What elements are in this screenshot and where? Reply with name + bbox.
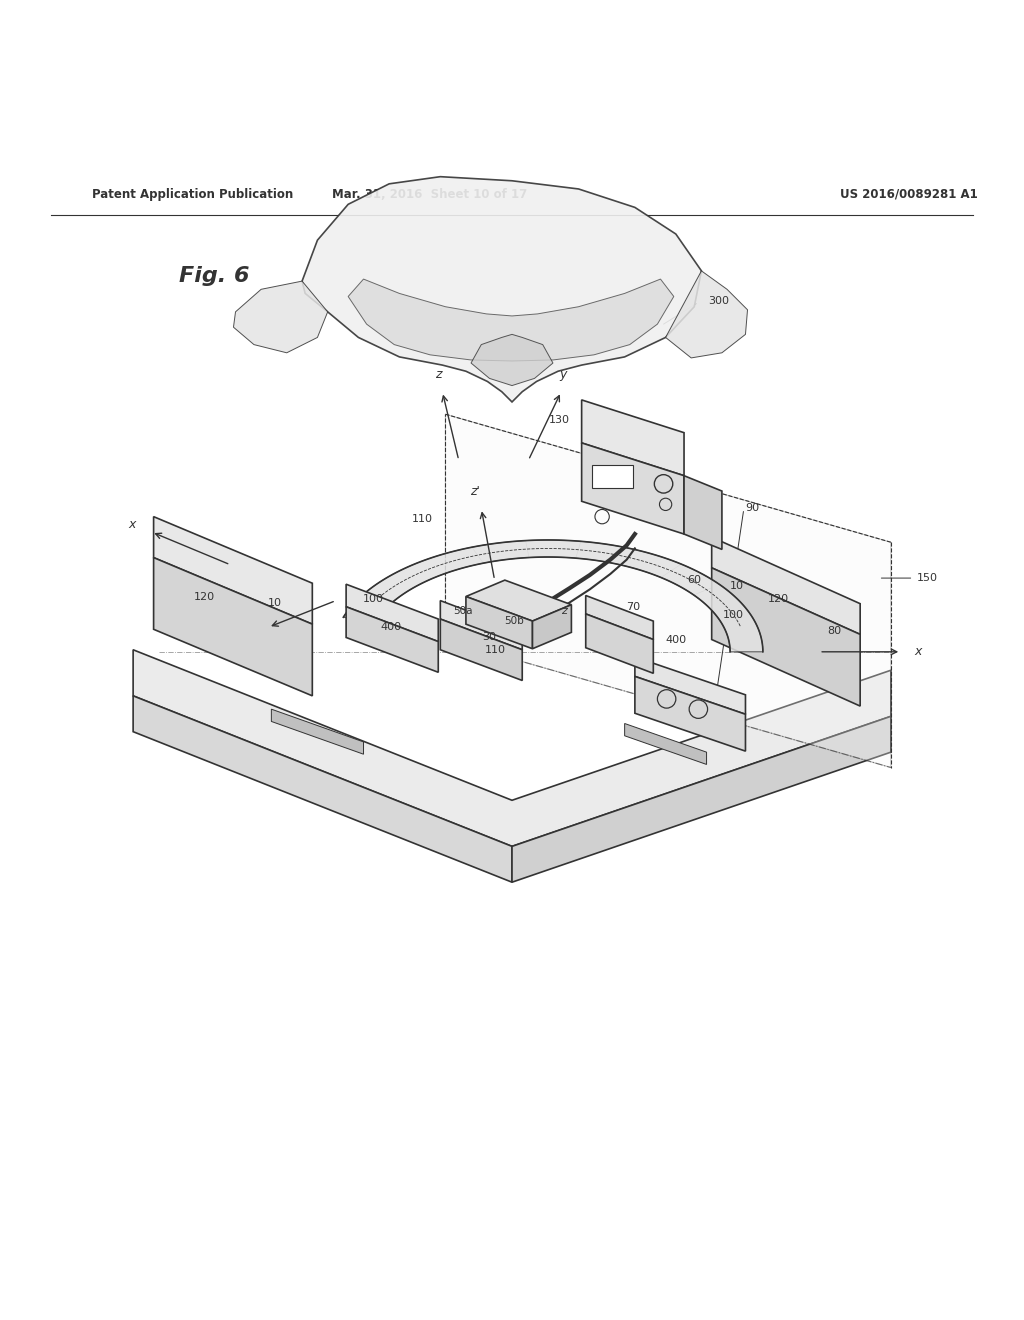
Text: 120: 120 — [768, 594, 790, 603]
Text: 10: 10 — [267, 598, 282, 607]
Text: Fig. 6: Fig. 6 — [179, 267, 250, 286]
Text: 120: 120 — [195, 591, 215, 602]
Polygon shape — [445, 414, 891, 767]
Text: 300: 300 — [709, 296, 730, 305]
Polygon shape — [586, 614, 653, 673]
Bar — [592, 466, 633, 488]
Polygon shape — [440, 601, 522, 649]
Polygon shape — [582, 444, 684, 535]
Text: Mar. 31, 2016  Sheet 10 of 17: Mar. 31, 2016 Sheet 10 of 17 — [333, 187, 527, 201]
Polygon shape — [440, 619, 522, 681]
Polygon shape — [346, 607, 438, 672]
Text: x: x — [129, 519, 136, 532]
Polygon shape — [635, 676, 745, 751]
Polygon shape — [271, 709, 364, 754]
Polygon shape — [133, 649, 891, 846]
Polygon shape — [625, 723, 707, 764]
Text: 130: 130 — [548, 416, 569, 425]
Text: x: x — [914, 645, 922, 659]
Text: 60: 60 — [687, 576, 701, 585]
Text: 400: 400 — [381, 622, 401, 632]
Text: 70: 70 — [626, 602, 640, 611]
Text: 90: 90 — [745, 503, 760, 513]
Polygon shape — [582, 400, 684, 475]
Polygon shape — [233, 281, 328, 352]
Text: 110: 110 — [412, 513, 432, 524]
Text: z': z' — [470, 486, 480, 498]
Polygon shape — [712, 568, 860, 706]
Text: y: y — [247, 627, 254, 640]
Text: 50a: 50a — [454, 606, 473, 616]
Polygon shape — [154, 557, 312, 696]
Text: 150: 150 — [916, 573, 938, 583]
Polygon shape — [635, 657, 745, 714]
Polygon shape — [466, 579, 571, 622]
Polygon shape — [466, 597, 532, 648]
Text: 100: 100 — [364, 594, 384, 603]
Polygon shape — [154, 516, 312, 624]
Text: z: z — [435, 368, 441, 381]
Polygon shape — [348, 279, 674, 360]
Text: 50b: 50b — [504, 616, 523, 626]
Polygon shape — [712, 537, 860, 635]
Polygon shape — [302, 177, 701, 403]
Polygon shape — [586, 595, 653, 639]
Text: y: y — [559, 368, 567, 381]
Polygon shape — [512, 717, 891, 882]
Text: 100: 100 — [723, 610, 744, 620]
Text: 10: 10 — [730, 581, 744, 591]
Text: 400: 400 — [666, 635, 686, 644]
Text: 110: 110 — [485, 644, 506, 655]
Polygon shape — [684, 475, 722, 549]
Polygon shape — [346, 585, 438, 642]
Polygon shape — [343, 540, 763, 652]
Text: US 2016/0089281 A1: US 2016/0089281 A1 — [840, 187, 978, 201]
Text: 80: 80 — [827, 626, 842, 636]
Text: 30: 30 — [482, 632, 497, 643]
Polygon shape — [666, 271, 748, 358]
Text: Patent Application Publication: Patent Application Publication — [92, 187, 294, 201]
Text: z: z — [561, 606, 567, 616]
Polygon shape — [471, 334, 553, 385]
Polygon shape — [532, 605, 571, 648]
Polygon shape — [133, 696, 512, 882]
